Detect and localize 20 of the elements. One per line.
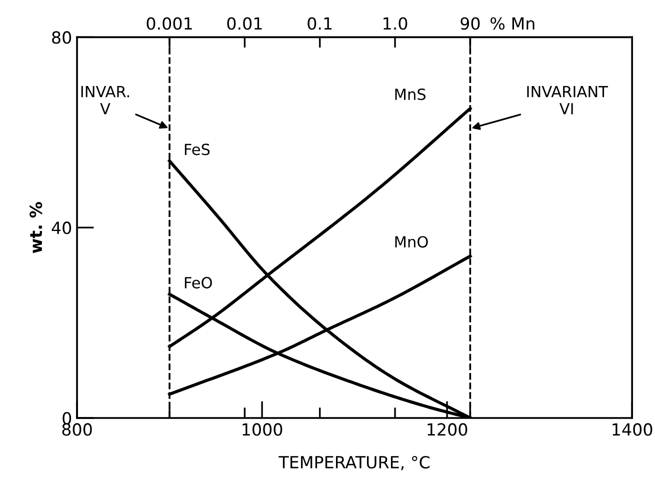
series-label: MnO bbox=[395, 236, 428, 248]
text: MnS bbox=[395, 88, 426, 100]
series-label: FeO bbox=[184, 276, 212, 288]
ref-line-label: INVARIANT VI bbox=[527, 86, 608, 114]
annotation: 90 bbox=[460, 17, 480, 30]
text: 0.1 bbox=[308, 17, 332, 30]
x-tick-label: 800 bbox=[62, 423, 92, 436]
y-tick-label: 40 bbox=[52, 222, 72, 234]
text: % Mn bbox=[490, 17, 534, 30]
text: 1.0 bbox=[384, 17, 408, 30]
text: 0.01 bbox=[227, 17, 262, 30]
series-label: FeS bbox=[184, 144, 210, 156]
y-tick-label: 80 bbox=[52, 31, 72, 44]
x-axis-title: TEMPERATURE, °C bbox=[278, 456, 430, 470]
x-tick-label: 1000 bbox=[242, 423, 282, 436]
x-tick-label: 1200 bbox=[428, 423, 468, 436]
y-axis-title: wt. % bbox=[30, 202, 42, 254]
ref-line-label: INVAR. V bbox=[81, 86, 129, 114]
x-tick-label: 1400 bbox=[612, 423, 652, 436]
annotation: 0.001 bbox=[146, 17, 192, 30]
